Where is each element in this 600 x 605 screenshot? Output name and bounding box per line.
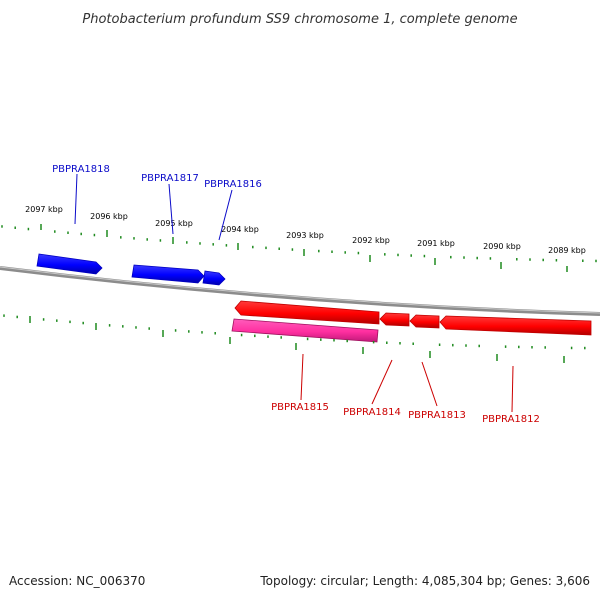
scale-label-2097: 2097 kbp — [25, 205, 63, 214]
gene-arrow-pbpra1813[interactable] — [410, 315, 439, 328]
gene-arrow-pbpra1818[interactable] — [37, 254, 102, 274]
gene-label-pbpra1813[interactable]: PBPRA1813 — [408, 410, 466, 421]
scale-labels: 2097 kbp 2096 kbp 2095 kbp 2094 kbp 2093… — [25, 205, 586, 255]
gene-arrow-pbpra1814[interactable] — [380, 313, 409, 326]
gene-label-pbpra1815[interactable]: PBPRA1815 — [271, 402, 329, 413]
genome-summary-text: Topology: circular; Length: 4,085,304 bp… — [260, 574, 590, 588]
gene-arrow-pbpra1812[interactable] — [440, 316, 591, 335]
gene-label-pbpra1818[interactable]: PBPRA1818 — [52, 164, 110, 175]
gene-labels: PBPRA1818 PBPRA1817 PBPRA1816 PBPRA1815 … — [52, 164, 540, 425]
scale-label-2090: 2090 kbp — [483, 242, 521, 251]
scale-label-2096: 2096 kbp — [90, 212, 128, 221]
gene-arrow-pbpra1817[interactable] — [132, 265, 204, 283]
scale-label-2089: 2089 kbp — [548, 246, 586, 255]
scale-label-2095: 2095 kbp — [155, 219, 193, 228]
genome-map-viewer: Photobacterium profundum SS9 chromosome … — [0, 0, 600, 600]
gene-label-pbpra1812[interactable]: PBPRA1812 — [482, 414, 540, 425]
gene-label-pbpra1817[interactable]: PBPRA1817 — [141, 173, 199, 184]
scale-label-2094: 2094 kbp — [221, 225, 259, 234]
gene-label-pbpra1814[interactable]: PBPRA1814 — [343, 407, 401, 418]
scale-label-2091: 2091 kbp — [417, 239, 455, 248]
gene-arrow-pbpra1816[interactable] — [203, 271, 225, 285]
accession-text: Accession: NC_006370 — [9, 574, 145, 588]
scale-label-2093: 2093 kbp — [286, 231, 324, 240]
forward-strand-genes — [37, 254, 225, 285]
genome-map-canvas: Photobacterium profundum SS9 chromosome … — [0, 0, 600, 600]
reverse-label-leaders — [301, 354, 513, 412]
genome-title: Photobacterium profundum SS9 chromosome … — [82, 12, 517, 27]
scale-label-2092: 2092 kbp — [352, 236, 390, 245]
gene-label-pbpra1816[interactable]: PBPRA1816 — [204, 179, 262, 190]
